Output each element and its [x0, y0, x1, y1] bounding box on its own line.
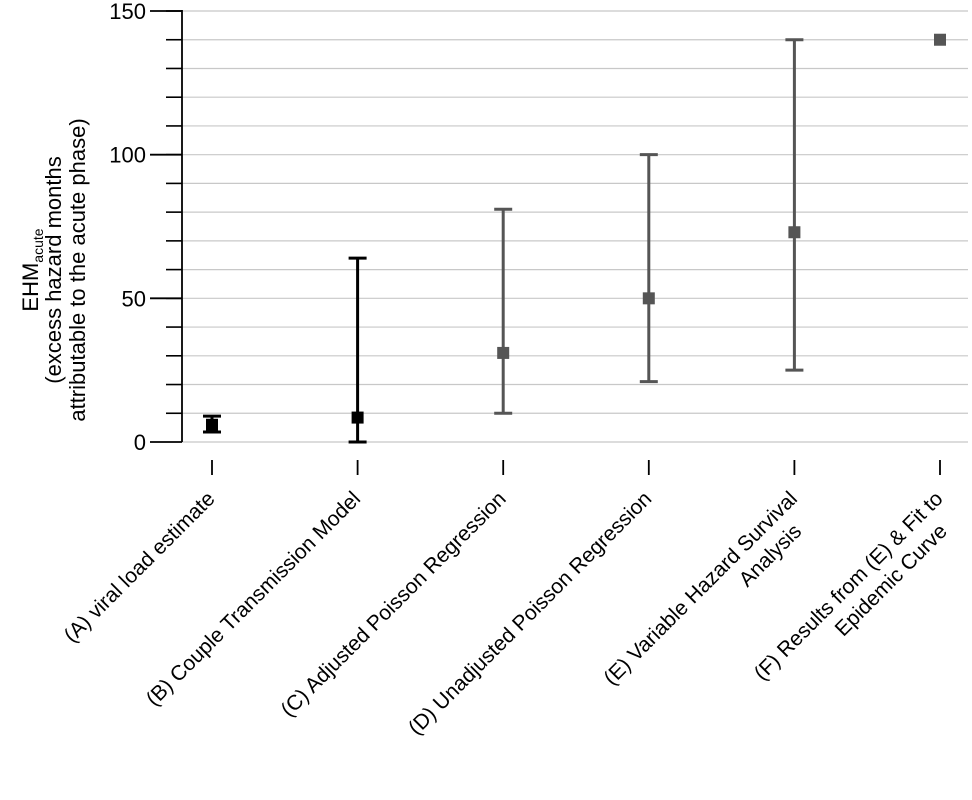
- y-axis-title-line3: attributable to the acute phase): [65, 118, 90, 421]
- y-tick-label: 150: [109, 0, 146, 24]
- x-category-label: (D) Unadjusted Poisson Regression: [404, 487, 656, 739]
- y-tick-label: 100: [109, 143, 146, 168]
- x-category-label-line: (D) Unadjusted Poisson Regression: [404, 487, 656, 739]
- y-axis-title-subscript: acute: [30, 228, 46, 262]
- point-estimate: [934, 33, 946, 46]
- x-category-label-line: (C) Adjusted Poisson Regression: [277, 487, 511, 721]
- y-axis-title-main: EHM: [18, 263, 43, 312]
- point-estimate: [497, 346, 510, 359]
- x-category-label-line: (A) viral load estimate: [60, 487, 220, 647]
- point-estimate: [206, 418, 218, 431]
- point-estimate: [788, 226, 801, 239]
- x-category-label: (A) viral load estimate: [60, 487, 220, 647]
- y-axis-label: EHMacute (excess hazard months attributa…: [18, 118, 90, 421]
- x-axis: (A) viral load estimate(B) Couple Transm…: [60, 460, 952, 740]
- x-category-label: (C) Adjusted Poisson Regression: [277, 487, 511, 721]
- data-marks: [203, 33, 946, 444]
- y-axis-title-line2: (excess hazard months: [41, 156, 66, 383]
- y-axis-title: EHMacute: [18, 228, 46, 311]
- point-estimate: [351, 411, 364, 424]
- y-tick-label: 50: [122, 286, 146, 311]
- y-tick-label: 0: [134, 430, 146, 455]
- y-axis: 0 50 100 150: [109, 0, 183, 455]
- gridlines: [182, 10, 968, 443]
- point-estimate: [642, 292, 655, 305]
